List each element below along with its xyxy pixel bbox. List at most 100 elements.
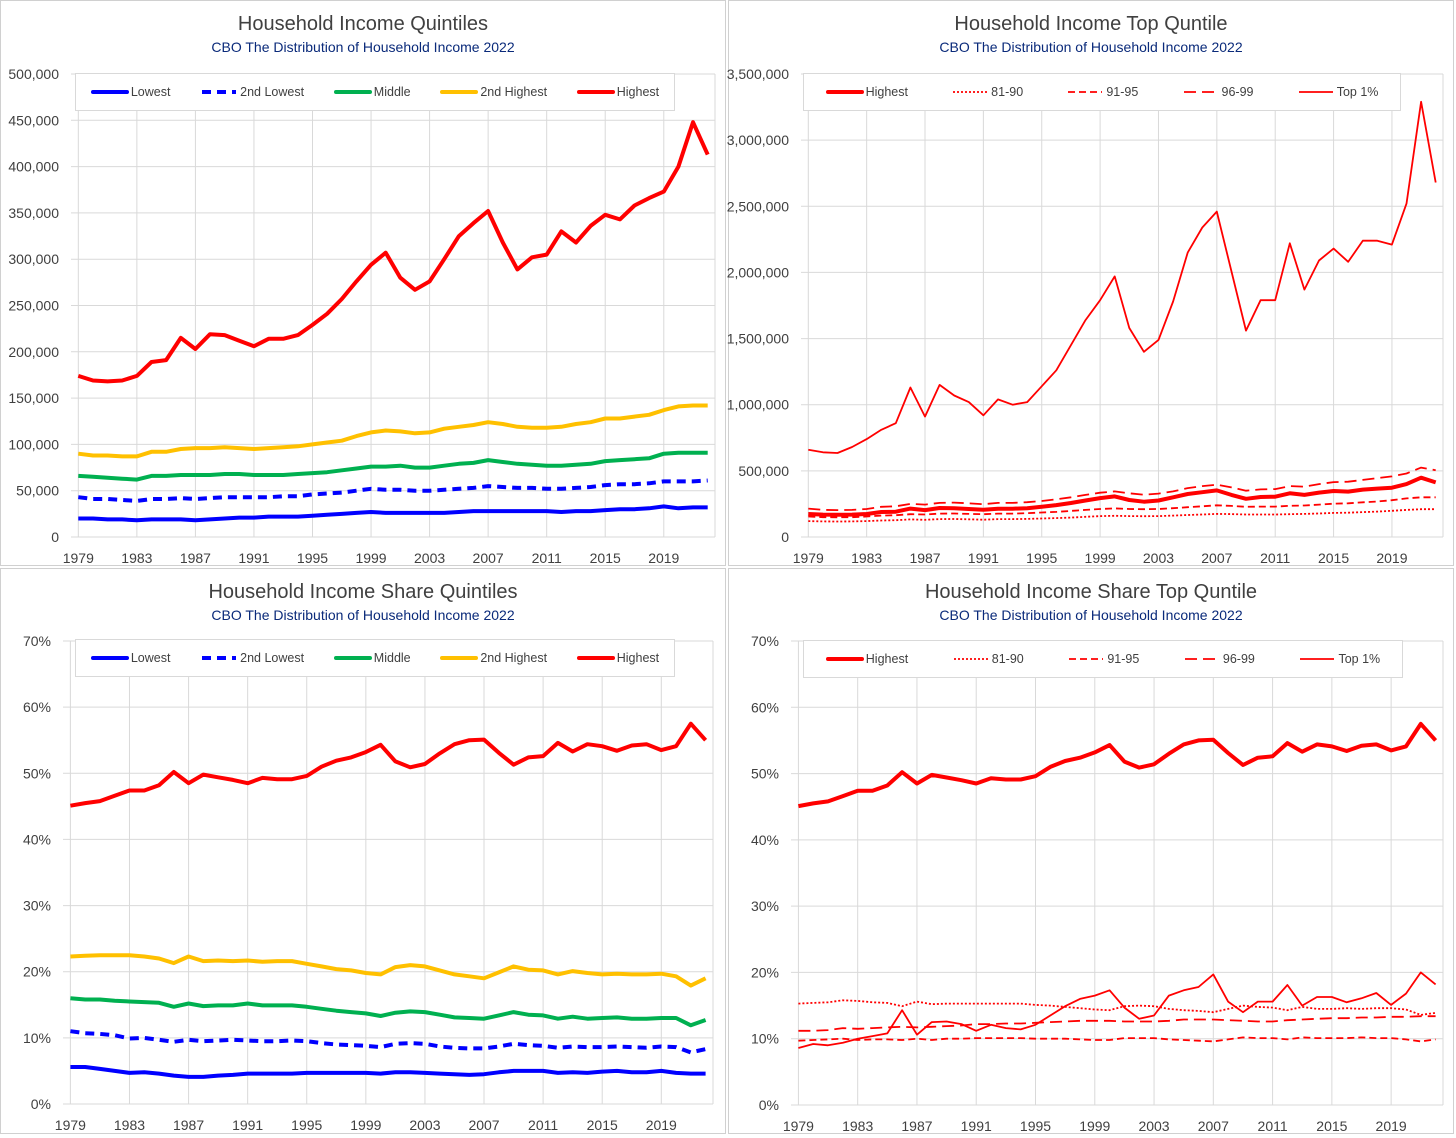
x-tick-label: 1979	[63, 550, 94, 566]
series-line-2nd-highest	[70, 953, 707, 988]
x-tick-label: 2019	[1376, 1118, 1407, 1134]
plot-area: 0% 10% 20% 30% 40% 50% 60% 70% 1979 1983 1987 1991 1…	[23, 633, 714, 1133]
chart-subtitle: CBO The Distribution of Household Income…	[211, 39, 515, 55]
legend-item: 96-99	[1183, 652, 1255, 666]
y-tick-label: 150,000	[8, 390, 59, 406]
legend-label: 91-95	[1107, 652, 1140, 666]
chart-panel-income-quintiles: Household Income Quintiles CBO The Distr…	[0, 0, 726, 566]
x-tick-label: 1995	[1026, 550, 1057, 566]
series-line-91-95	[808, 496, 1436, 519]
series-line-81-90	[808, 508, 1436, 523]
legend-label: 2nd Lowest	[240, 651, 305, 665]
legend-item: Middle	[333, 651, 411, 665]
y-tick-label: 400,000	[8, 159, 59, 175]
series-line-highest	[77, 120, 710, 384]
y-tick-label: 40%	[751, 832, 779, 848]
plot-area: 0 50,000 100,000 150,000 200,000 250,000 300,0…	[8, 66, 716, 566]
legend-swatch	[825, 90, 864, 94]
chart-subtitle: CBO The Distribution of Household Income…	[211, 607, 515, 623]
y-tick-label: 0%	[31, 1096, 51, 1112]
x-tick-label: 2019	[648, 550, 679, 566]
legend-label: Middle	[373, 651, 411, 665]
plot-area: 0% 10% 20% 30% 40% 50% 60% 70% 1979 1983 1987 1991 1…	[751, 633, 1444, 1134]
y-tick-label: 50%	[23, 765, 51, 781]
series-line-lowest	[70, 1065, 706, 1079]
legend-label: 81-90	[991, 652, 1024, 666]
legend-swatch	[953, 658, 988, 660]
legend-swatch	[1068, 91, 1103, 93]
y-tick-label: 70%	[751, 633, 779, 649]
legend-item: 2nd Lowest	[200, 651, 304, 665]
x-tick-label: 2011	[1258, 1118, 1288, 1134]
chart-title: Household Income Share Quintiles	[208, 581, 518, 603]
y-tick-label: 70%	[23, 633, 51, 649]
x-tick-label: 2007	[473, 550, 504, 566]
legend-swatch	[202, 90, 237, 94]
series-line-middle	[70, 996, 707, 1028]
y-tick-label: 1,500,000	[727, 331, 789, 347]
x-tick-label: 1987	[909, 550, 940, 566]
legend-swatch	[440, 656, 479, 660]
y-tick-label: 30%	[751, 898, 779, 914]
legend-label: Highest	[616, 651, 660, 665]
legend-swatch	[333, 656, 372, 660]
series-line-81-90	[798, 999, 1436, 1016]
legend-item: Highest	[576, 651, 660, 665]
series-line-96-99	[798, 1015, 1436, 1032]
legend-item: Lowest	[90, 651, 170, 665]
legend-swatch	[333, 90, 372, 94]
x-tick-label: 2015	[1318, 550, 1349, 566]
legend-item: Top 1%	[1298, 652, 1380, 666]
x-tick-label: 2019	[646, 1117, 677, 1133]
series-line-highest	[798, 721, 1438, 809]
series-line-2nd-lowest	[70, 1029, 707, 1055]
x-tick-label: 1991	[232, 1117, 263, 1133]
legend-swatch	[953, 91, 988, 93]
chart-title: Household Income Top Quntile	[954, 13, 1228, 35]
legend-item: 2nd Highest	[440, 85, 547, 99]
chart-panel-share-quintiles: Household Income Share Quintiles CBO The…	[0, 568, 726, 1134]
x-tick-label: 2015	[587, 1117, 618, 1133]
chart-legend: Lowest 2nd Lowest Middle 2nd Highest Highest	[75, 639, 675, 677]
x-tick-label: 2003	[414, 550, 445, 566]
y-tick-label: 40%	[23, 831, 51, 847]
chart-title: Household Income Share Top Quntile	[924, 581, 1258, 603]
chart-title: Household Income Quintiles	[237, 13, 489, 35]
y-tick-label: 450,000	[8, 112, 59, 128]
series-line-highest	[70, 721, 708, 808]
y-tick-label: 3,500,000	[727, 66, 789, 82]
chart-legend: Highest 81-90 91-95 96-99 Top 1%	[803, 73, 1401, 111]
legend-item: Middle	[333, 85, 411, 99]
legend-swatch	[576, 90, 615, 94]
x-tick-label: 1983	[851, 550, 882, 566]
legend-item: 81-90	[951, 85, 1023, 99]
y-tick-label: 250,000	[8, 298, 59, 314]
legend-label: Middle	[373, 85, 411, 99]
legend-item: Highest	[825, 652, 909, 666]
series-line-2nd-highest	[78, 403, 708, 459]
x-tick-label: 1991	[961, 1118, 992, 1134]
x-tick-label: 1999	[350, 1117, 381, 1133]
x-tick-label: 1987	[180, 550, 211, 566]
x-tick-label: 1995	[297, 550, 328, 566]
x-tick-label: 1983	[114, 1117, 145, 1133]
legend-label: Highest	[865, 652, 909, 666]
legend-label: 96-99	[1222, 652, 1255, 666]
x-tick-label: 2007	[1201, 550, 1232, 566]
series-line-top-1-	[798, 971, 1437, 1049]
x-tick-label: 1999	[1085, 550, 1116, 566]
legend-item: 2nd Lowest	[200, 85, 304, 99]
legend-label: 2nd Highest	[480, 85, 548, 99]
y-tick-label: 1,000,000	[727, 397, 789, 413]
chart-legend: Lowest 2nd Lowest Middle 2nd Highest Highest	[75, 73, 675, 111]
x-tick-label: 2019	[1376, 550, 1407, 566]
x-tick-label: 1979	[793, 550, 824, 566]
x-tick-label: 2015	[1316, 1118, 1347, 1134]
x-tick-label: 2011	[532, 550, 562, 566]
legend-item: 96-99	[1182, 85, 1254, 99]
y-tick-label: 100,000	[8, 436, 59, 452]
x-tick-label: 1991	[238, 550, 269, 566]
legend-label: 2nd Lowest	[240, 85, 305, 99]
chart-panel-share-top-quintile: Household Income Share Top Quntile CBO T…	[728, 568, 1454, 1134]
x-tick-label: 2003	[1138, 1118, 1169, 1134]
